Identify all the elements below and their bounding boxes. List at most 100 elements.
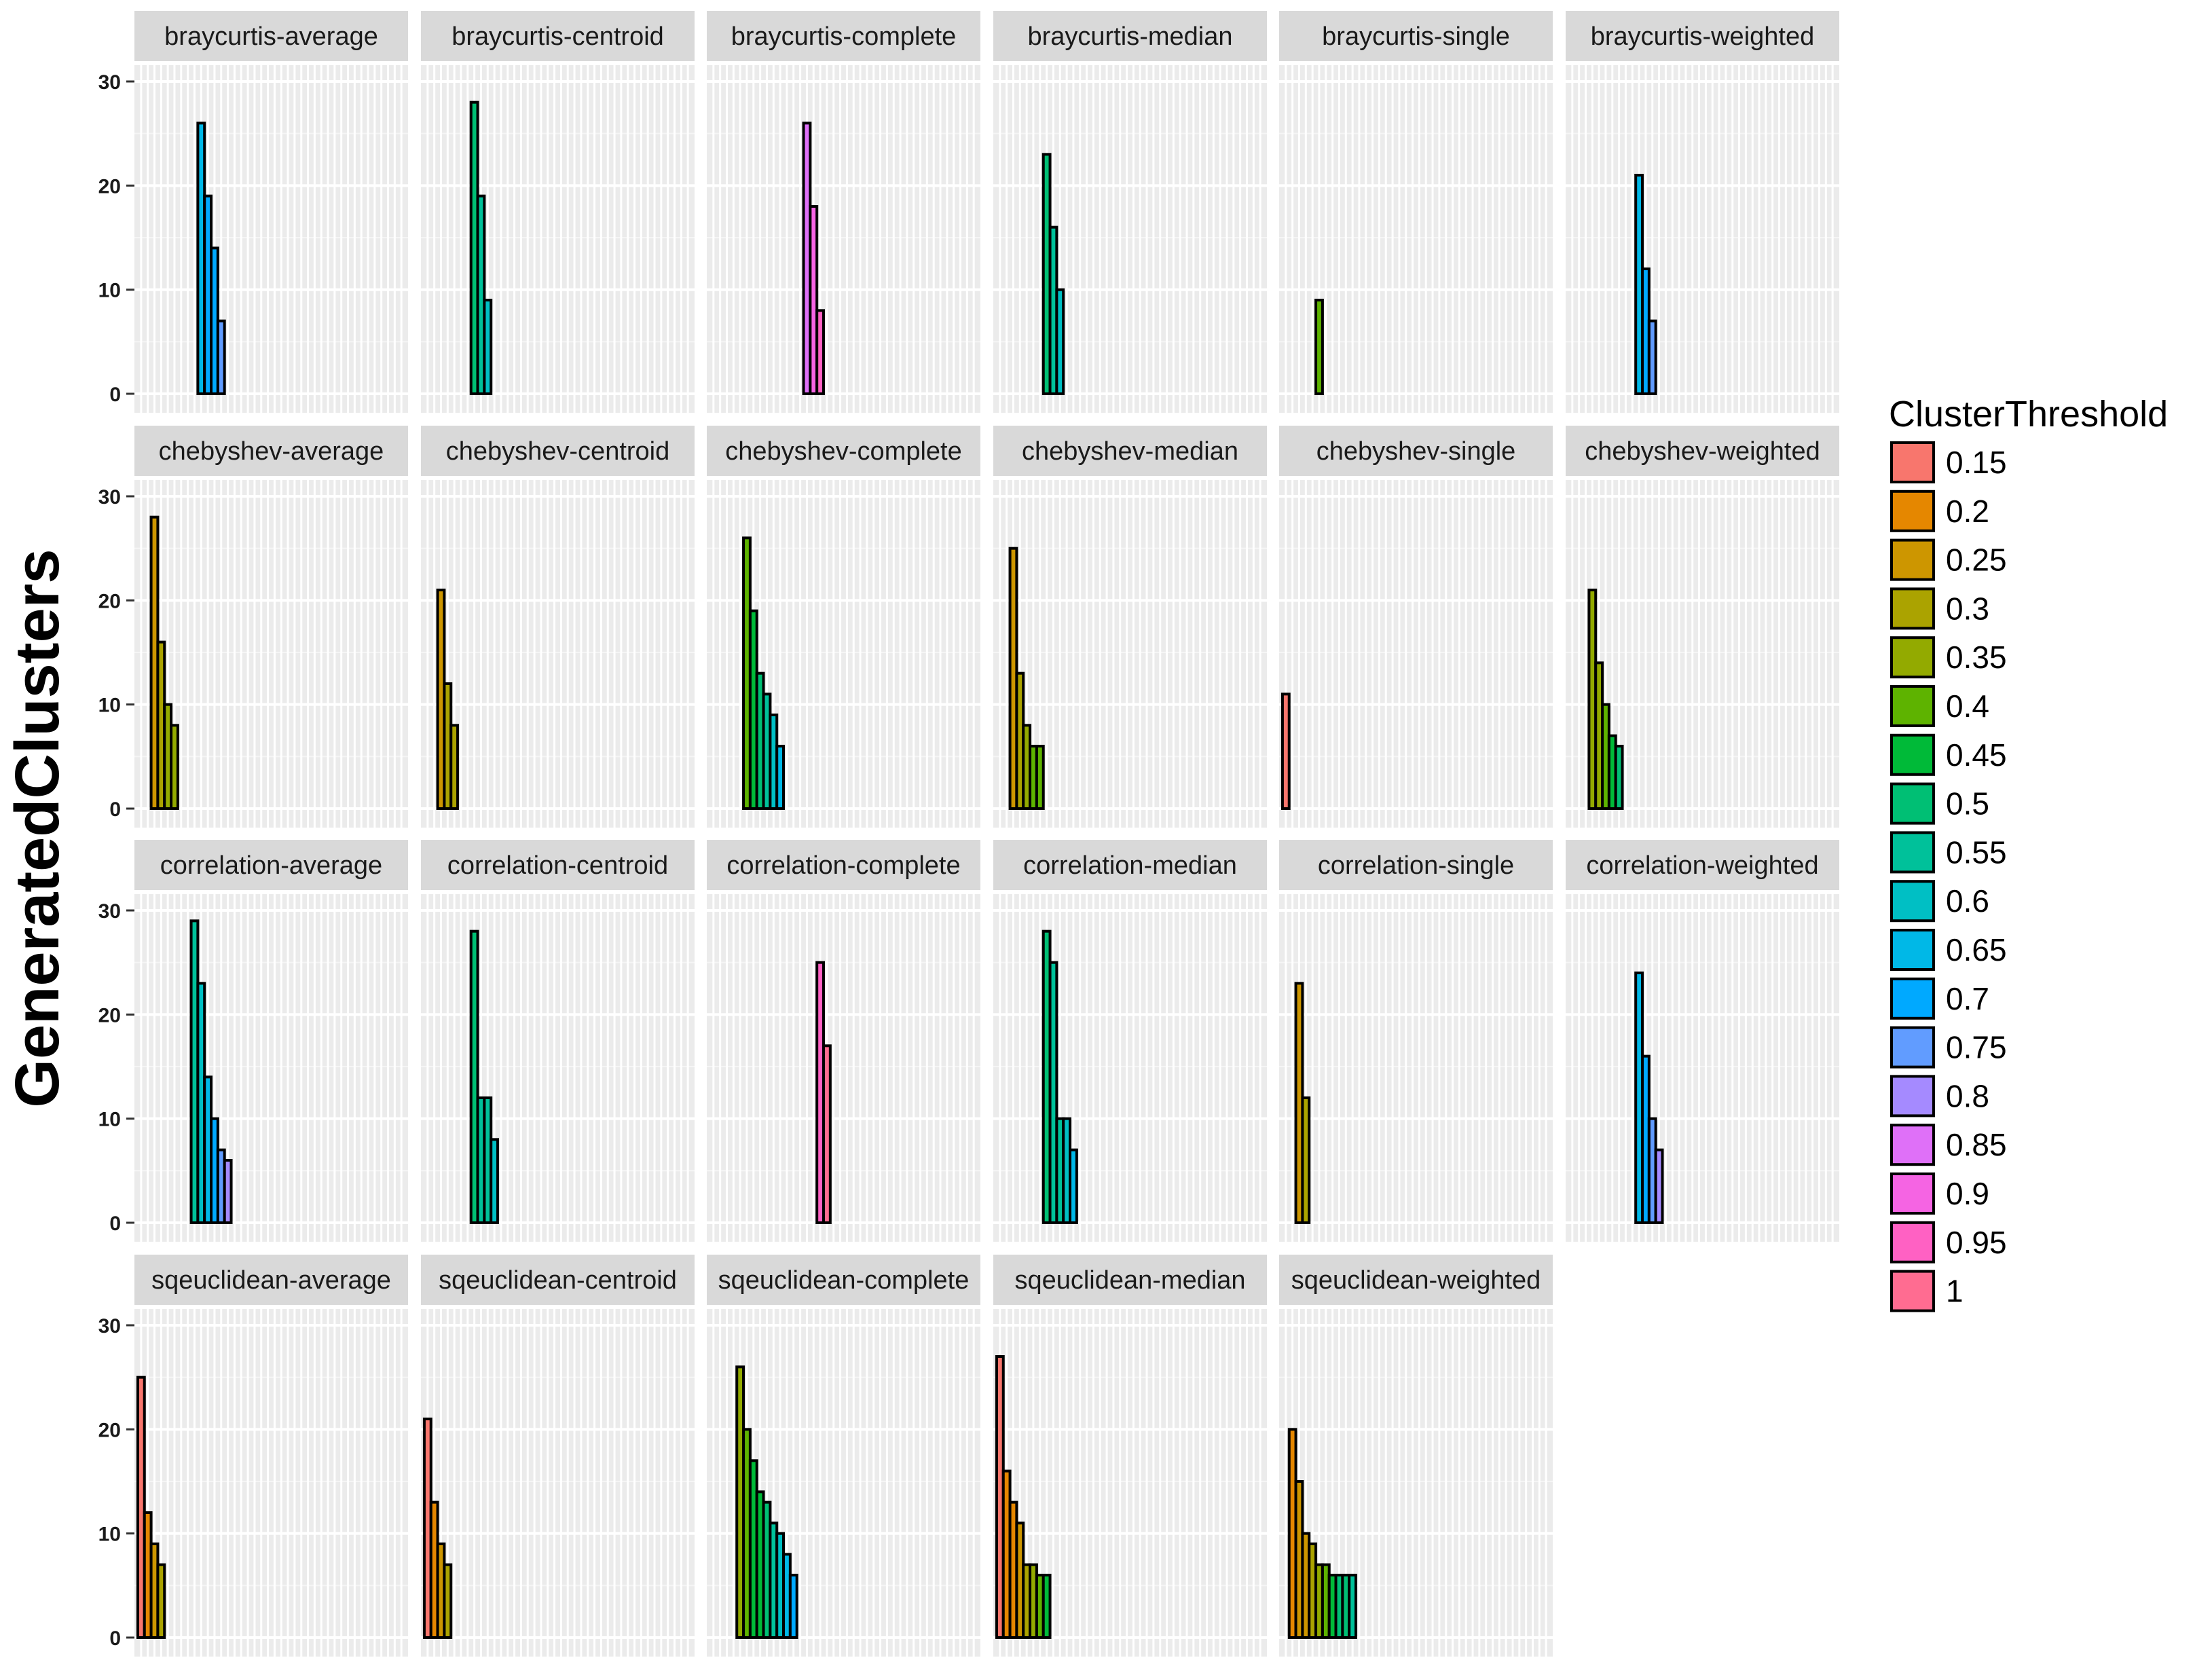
plot-background bbox=[707, 894, 980, 1242]
facet-panel: braycurtis-single bbox=[1279, 11, 1553, 413]
facet-panel: chebyshev-centroid bbox=[421, 426, 695, 828]
facet-panel: braycurtis-centroid bbox=[421, 11, 695, 413]
y-tick-label: 10 bbox=[98, 695, 121, 717]
facet-title: correlation-weighted bbox=[1586, 851, 1818, 880]
legend-label: 0.25 bbox=[1946, 542, 2007, 578]
y-tick-label: 20 bbox=[98, 590, 121, 612]
facet-title: braycurtis-single bbox=[1322, 22, 1510, 51]
facet-title: chebyshev-median bbox=[1022, 437, 1238, 466]
legend-swatch bbox=[1890, 441, 1935, 483]
legend-swatch bbox=[1890, 977, 1935, 1020]
plot-background bbox=[134, 1309, 408, 1657]
legend-title: ClusterThreshold bbox=[1889, 394, 2168, 435]
bar bbox=[1314, 299, 1324, 395]
legend-item: 0.65 bbox=[1890, 929, 2007, 971]
facet-strip bbox=[421, 11, 695, 61]
facet-strip bbox=[1566, 840, 1839, 890]
legend-item: 0.85 bbox=[1890, 1124, 2007, 1166]
legend-label: 0.4 bbox=[1946, 688, 1989, 724]
facet-title: braycurtis-weighted bbox=[1591, 22, 1814, 51]
facet-strip bbox=[1566, 426, 1839, 476]
plot-background bbox=[134, 65, 408, 413]
y-tick-label: 30 bbox=[98, 900, 121, 923]
facet-title: braycurtis-centroid bbox=[451, 22, 664, 51]
facet-panel: correlation-single bbox=[1279, 840, 1553, 1242]
bar bbox=[216, 319, 226, 395]
plot-background bbox=[1279, 65, 1553, 413]
legend-label: 0.55 bbox=[1946, 834, 2007, 870]
facet-panel: correlation-weighted bbox=[1566, 840, 1839, 1242]
bar bbox=[223, 1159, 233, 1224]
y-tick-label: 0 bbox=[109, 1627, 121, 1650]
facet-strip bbox=[1279, 840, 1553, 890]
legend-label: 0.45 bbox=[1946, 737, 2007, 773]
legend-label: 0.6 bbox=[1946, 883, 1989, 919]
legend: ClusterThreshold 0.150.20.250.30.350.40.… bbox=[1889, 394, 2168, 1312]
facet-title: braycurtis-median bbox=[1028, 22, 1233, 51]
facet-panels: braycurtis-average 0 10 20 30 braycurtis-cent… bbox=[98, 11, 1839, 1657]
y-axis-label: GeneratedClusters bbox=[3, 549, 72, 1107]
facet-title: chebyshev-complete bbox=[725, 437, 962, 466]
plot-background bbox=[134, 480, 408, 828]
facet-title: correlation-single bbox=[1318, 851, 1514, 880]
bar bbox=[788, 1574, 798, 1639]
facet-strip bbox=[1566, 11, 1839, 61]
facet-title: correlation-centroid bbox=[447, 851, 668, 880]
plot-background bbox=[1566, 894, 1839, 1242]
legend-item: 0.2 bbox=[1890, 490, 1989, 532]
facet-strip bbox=[134, 840, 408, 890]
facet-title: correlation-median bbox=[1023, 851, 1237, 880]
facet-panel: correlation-centroid bbox=[421, 840, 695, 1242]
legend-swatch bbox=[1890, 490, 1935, 532]
bar bbox=[1035, 745, 1045, 810]
plot-background bbox=[1566, 65, 1839, 413]
plot-background bbox=[421, 1309, 695, 1657]
legend-label: 0.15 bbox=[1946, 445, 2007, 480]
legend-swatch bbox=[1890, 880, 1935, 923]
legend-swatch bbox=[1890, 1172, 1935, 1215]
bar bbox=[1055, 288, 1065, 395]
facet-title: chebyshev-average bbox=[159, 437, 384, 466]
facet-strip bbox=[707, 1255, 980, 1305]
legend-label: 0.9 bbox=[1946, 1176, 1989, 1211]
facet-strip bbox=[1279, 1255, 1553, 1305]
facet-panel: sqeuclidean-average 0 10 20 30 bbox=[98, 1255, 408, 1657]
y-tick-label: 0 bbox=[109, 1213, 121, 1235]
bar bbox=[449, 724, 460, 811]
y-tick-label: 20 bbox=[98, 1419, 121, 1441]
bar bbox=[1614, 745, 1624, 810]
facet-strip bbox=[134, 426, 408, 476]
facet-title: sqeuclidean-centroid bbox=[439, 1266, 677, 1295]
facet-strip bbox=[993, 426, 1267, 476]
y-tick-label: 20 bbox=[98, 1004, 121, 1027]
legend-swatch bbox=[1890, 587, 1935, 630]
facet-panel: correlation-median bbox=[993, 840, 1267, 1242]
y-tick-label: 30 bbox=[98, 71, 121, 94]
y-tick-label: 0 bbox=[109, 798, 121, 821]
legend-item: 0.8 bbox=[1890, 1075, 1989, 1118]
facet-strip bbox=[707, 426, 980, 476]
bar bbox=[469, 929, 479, 1224]
legend-label: 0.8 bbox=[1946, 1078, 1989, 1113]
facet-strip bbox=[993, 11, 1267, 61]
legend-label: 0.35 bbox=[1946, 640, 2007, 675]
legend-item: 0.9 bbox=[1890, 1172, 1989, 1215]
legend-item: 0.5 bbox=[1890, 782, 1989, 825]
legend-item: 0.55 bbox=[1890, 831, 2007, 874]
y-tick-label: 30 bbox=[98, 1315, 121, 1337]
plot-background bbox=[421, 65, 695, 413]
bar bbox=[1069, 1148, 1078, 1224]
bar bbox=[170, 724, 179, 811]
legend-item: 1 bbox=[1890, 1270, 1964, 1312]
facet-title: sqeuclidean-weighted bbox=[1291, 1266, 1541, 1295]
legend-label: 0.75 bbox=[1946, 1030, 2007, 1065]
bar bbox=[476, 194, 486, 395]
facet-panel: braycurtis-average 0 10 20 30 bbox=[98, 11, 408, 413]
legend-swatch bbox=[1890, 782, 1935, 825]
y-tick-label: 10 bbox=[98, 1524, 121, 1546]
bar bbox=[443, 1563, 453, 1640]
facet-panel: sqeuclidean-median bbox=[993, 1255, 1267, 1657]
legend-swatch bbox=[1890, 538, 1935, 581]
plot-background bbox=[993, 894, 1267, 1242]
legend-swatch bbox=[1890, 733, 1935, 776]
